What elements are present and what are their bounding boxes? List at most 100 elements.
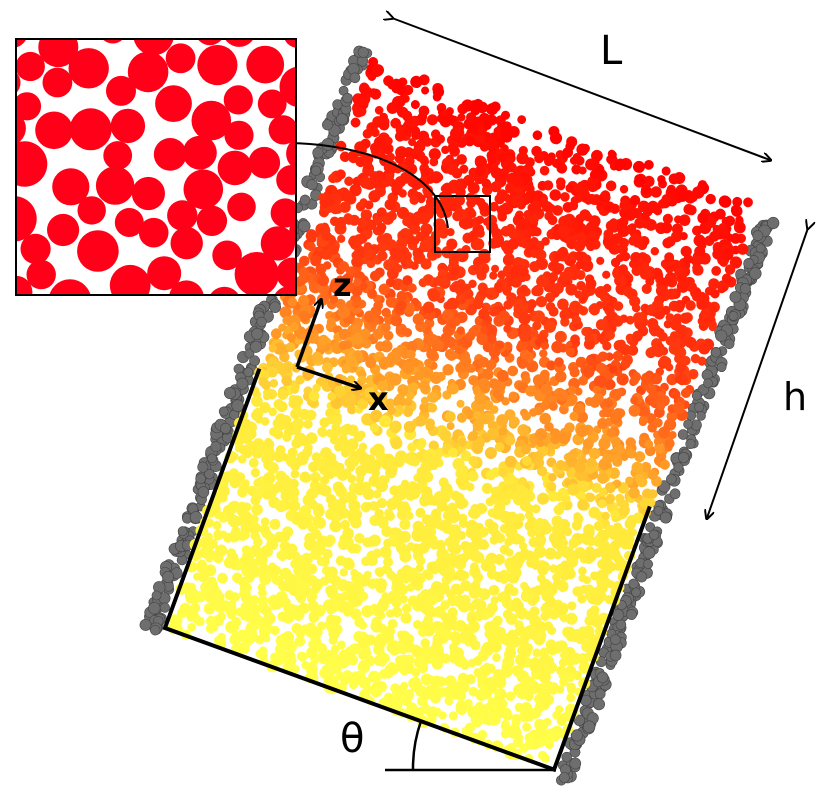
wall-particle (648, 529, 660, 541)
flow-particle (217, 572, 229, 584)
inset-particle (49, 279, 91, 295)
wall-particle (197, 461, 209, 473)
wall-particle (159, 602, 170, 613)
inset-particle (16, 141, 48, 187)
flow-particle (616, 373, 629, 386)
flow-particle (269, 518, 281, 530)
wall-particle (269, 301, 281, 314)
flow-particle (718, 195, 731, 208)
wall-particle (249, 340, 262, 353)
wall-particle (570, 729, 584, 742)
flow-particle (602, 270, 611, 279)
wall-particle (596, 671, 609, 684)
flow-particle (711, 265, 722, 276)
wall-particle (204, 468, 215, 480)
inset-particle (248, 146, 281, 179)
wall-particle (338, 85, 349, 96)
wall-particle (357, 46, 369, 58)
wall-particle (336, 113, 349, 126)
wall-particle (150, 625, 161, 636)
wall-particle (669, 488, 681, 500)
flow-particle (290, 469, 300, 479)
flow-particle (632, 160, 645, 173)
wall-particle (210, 441, 222, 453)
wall-particle (306, 179, 318, 191)
wall-particle (631, 587, 641, 598)
flowing-particles (167, 57, 753, 763)
inset-particle (103, 141, 133, 170)
wall-particle (162, 570, 175, 583)
wall-particle (643, 559, 653, 569)
flow-particle (619, 185, 629, 194)
wall-particle (558, 772, 570, 783)
flow-particle (663, 319, 673, 329)
flow-particle (532, 130, 543, 141)
wall-particle (683, 419, 693, 430)
inset-particle (217, 150, 253, 186)
wall-particle (236, 377, 249, 390)
inset-particle (20, 233, 51, 264)
flow-particle (612, 350, 624, 362)
inset-particle (131, 176, 165, 211)
flow-particle (661, 166, 671, 176)
inset-particle (284, 39, 296, 48)
inset-particle (246, 45, 285, 84)
inset-particle (257, 89, 287, 119)
flow-particle (372, 489, 382, 499)
inset-particle (77, 196, 106, 225)
wall-particle (207, 453, 217, 464)
wall-particle (666, 473, 677, 485)
wall-particle (582, 720, 596, 733)
inset-particle (210, 286, 239, 295)
inset-particle (110, 108, 146, 144)
inset-particle (95, 166, 135, 205)
wall-particle (218, 406, 229, 417)
wall-particle (635, 571, 648, 583)
inset-particle (224, 39, 254, 47)
wall-particle (561, 751, 572, 763)
wall-particle (349, 72, 361, 84)
wall-particle (256, 316, 267, 328)
flow-particle (421, 86, 430, 95)
wall-particle (321, 119, 333, 131)
length-label: L (600, 28, 623, 74)
wall-particle (151, 590, 162, 601)
flow-particle (650, 247, 660, 256)
flow-particle (379, 546, 392, 558)
wall-particle (626, 609, 637, 620)
wall-particle (332, 99, 343, 110)
inset-particle (155, 85, 192, 122)
flow-particle (329, 520, 342, 533)
wall-particle (685, 438, 696, 450)
wall-particle (615, 619, 627, 631)
wall-particle (148, 601, 161, 615)
x-axis-label: x (368, 380, 389, 418)
flow-particle (442, 364, 454, 376)
inset-particle (227, 192, 256, 222)
inset-particle (42, 67, 73, 98)
wall-particle (310, 165, 321, 176)
inset-particle (26, 259, 56, 290)
wall-particle (223, 387, 236, 400)
inset-particle (182, 135, 217, 170)
inset-particle (197, 45, 238, 86)
wall-particle (691, 390, 702, 401)
height-label: h (783, 375, 807, 419)
angle-label: θ (340, 716, 364, 762)
wall-particle (249, 355, 261, 367)
wall-particle (342, 92, 353, 104)
flow-particle (526, 360, 539, 373)
inset-particle (109, 264, 151, 295)
inset-particle (47, 213, 80, 247)
angle-arc (411, 720, 423, 771)
inset-particle (212, 240, 242, 271)
inset-particle (106, 75, 136, 106)
wall-particle (659, 511, 672, 524)
wall-particle (653, 506, 664, 516)
wall-particle (694, 402, 705, 413)
flow-particle (539, 165, 550, 176)
wall-particle (628, 578, 639, 589)
inset-particle (133, 39, 174, 56)
